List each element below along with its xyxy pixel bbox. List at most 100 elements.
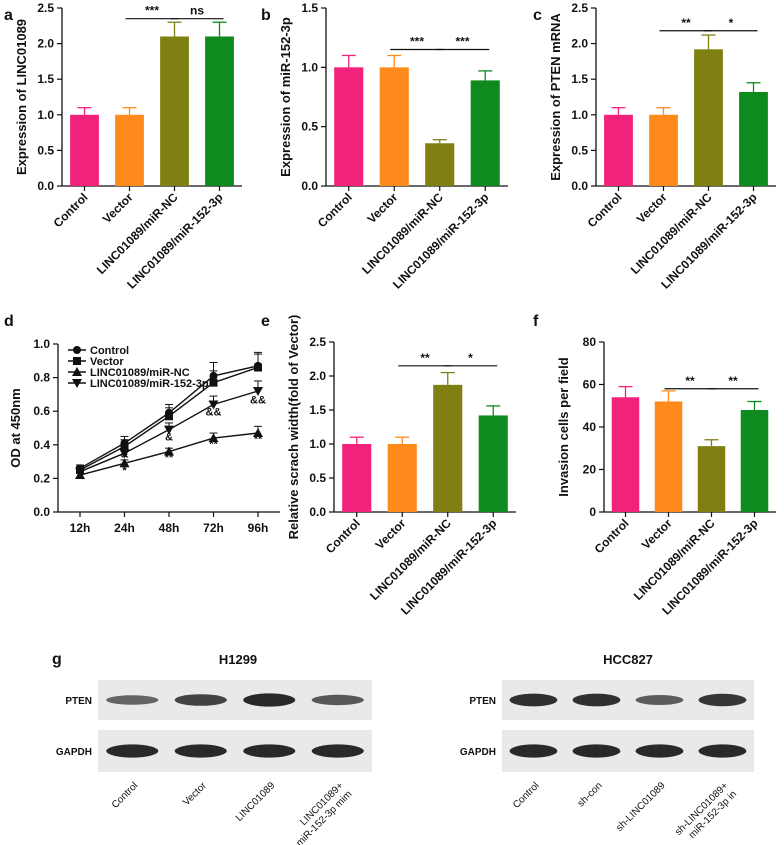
blot-band [698,693,747,707]
bar [478,415,508,512]
data-point [253,387,263,397]
blot-band [635,744,684,758]
blot-band [635,695,684,705]
blot-band [698,744,747,758]
blot-row-label: PTEN [65,696,92,707]
x-tick-label: Control [585,190,625,230]
y-tick-label: 0.6 [33,404,50,418]
y-tick-label: 1.0 [37,108,54,122]
bar [611,397,640,512]
blot-lane-label-line: Vector [181,780,209,808]
y-tick-label: 0.0 [301,179,318,193]
blot-lane-label-line: Control [110,780,141,811]
significance-label: ** [681,16,691,30]
y-axis-label: Expression of miR-152-3p [278,17,293,177]
legend-marker [72,367,82,376]
legend-label: LINC01089/miR-NC [90,367,190,379]
bar [697,446,726,512]
x-tick-label: LINC01089/miR-NC [367,516,454,603]
blot-row-label: PTEN [469,696,496,707]
x-tick-label: LINC01089/miR-152-3p [390,190,491,291]
y-tick-label: 0.5 [301,120,318,134]
y-axis-label: OD at 450nm [8,388,23,467]
y-tick-label: 40 [583,420,597,434]
panel-letter-g: g [52,651,62,668]
significance-label: & [121,448,129,460]
y-tick-label: 0.0 [309,505,326,519]
blot-band [572,693,621,707]
x-tick-label: LINC01089/miR-NC [628,190,715,277]
y-tick-label: 80 [583,335,597,349]
x-tick-label: Vector [100,190,136,226]
bar [425,143,455,186]
significance-label: ** [685,374,695,388]
blot-band [509,693,558,707]
bar [470,80,500,186]
blot-band [311,694,364,706]
significance-label: ** [254,433,263,445]
blot-lane-label-line: LINC01089 [234,780,278,824]
blot-row-label: GAPDH [56,747,92,758]
legend-label: Control [90,345,129,357]
x-tick-label: LINC01089/miR-152-3p [398,516,499,617]
x-tick-label: Control [592,516,632,556]
x-tick-label: 24h [114,521,135,535]
bar [160,36,189,187]
significance-label: *** [410,35,424,49]
bar [205,36,234,187]
y-tick-label: 2.0 [309,369,326,383]
bar [604,114,633,186]
x-tick-label: Control [323,516,363,556]
y-tick-label: 2.5 [571,1,588,15]
y-tick-label: 0.4 [33,438,50,452]
x-tick-label: LINC01089/miR-NC [359,190,446,277]
chart-od450-growth: 0.0 0.2 0.4 0.6 0.8 1.0 12h 24h 48h 72h 96h OD at 4… [8,337,280,535]
blot-lane-label: sh-LINC01089+miR-152-3p in [673,780,739,845]
y-tick-label: 1.0 [309,437,326,451]
legend-marker [73,346,81,354]
blot-band [243,693,296,707]
bar [649,114,678,186]
x-tick-label: 72h [203,521,224,535]
significance-label: *** [145,4,159,18]
y-axis-label: Invasion cells per field [556,357,571,496]
y-tick-label: 1.5 [301,1,318,15]
x-tick-label: 96h [248,521,269,535]
blot-band [243,744,296,758]
significance-label: *** [455,35,469,49]
data-point [164,425,174,435]
x-tick-label: Control [315,190,355,230]
blot-lane-label-line: sh-con [576,780,605,809]
significance-label: * [122,465,127,477]
bar [654,401,683,512]
y-tick-label: 1.0 [301,60,318,74]
x-tick-label: Vector [373,516,409,552]
data-point [208,433,219,443]
significance-label: ** [728,374,738,388]
chart-expression-pten: 0.0 0.5 1.0 1.5 2.0 2.5 Expression of PTEN mRN… [548,1,776,292]
panel-letter-b: b [261,7,271,24]
blot-lane-label: Vector [181,780,209,808]
blot-lane-label: Control [511,780,542,811]
bar [115,114,144,186]
x-tick-label: 12h [70,521,91,535]
blot-band [572,744,621,758]
significance-label: ** [209,438,218,450]
bar [739,92,768,186]
y-tick-label: 0.0 [571,179,588,193]
blot-row-label: GAPDH [460,747,496,758]
y-tick-label: 1.5 [571,72,588,86]
panel-letter-d: d [4,313,14,330]
bar [379,67,409,186]
data-point [208,400,219,410]
western-blot-h1299: H1299 PTEN GAPDH Control Vector LINC01089 LINC… [56,652,372,845]
blot-band [311,744,364,758]
significance-label: ns [190,4,204,18]
blot-band [174,744,227,758]
panel-letter-e: e [261,313,270,330]
y-axis-label: Expression of PTEN mRNA [548,13,563,181]
chart-expression-linc01089: 0.0 0.5 1.0 1.5 2.0 2.5 Expression of LINC0108… [14,1,242,292]
y-tick-label: 20 [583,463,597,477]
y-tick-label: 2.5 [37,1,54,15]
